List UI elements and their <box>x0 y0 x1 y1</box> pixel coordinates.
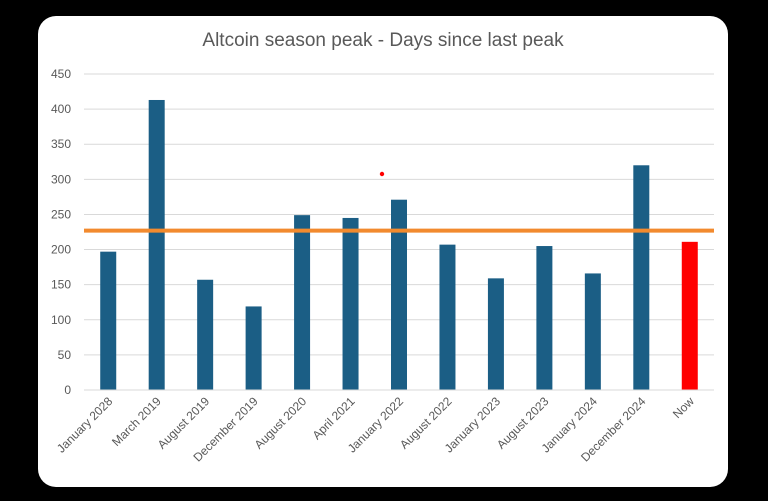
bar <box>245 306 262 390</box>
red-dot-marker <box>379 171 385 177</box>
bar <box>633 165 650 390</box>
y-tick-label: 200 <box>51 243 71 257</box>
x-tick-label: January 2028 <box>54 394 116 456</box>
y-tick-label: 250 <box>51 207 71 221</box>
x-tick-label: April 2021 <box>310 394 358 442</box>
bar <box>536 246 553 390</box>
bar <box>294 215 311 390</box>
y-tick-label: 150 <box>51 278 71 292</box>
bar <box>100 251 117 390</box>
y-tick-label: 50 <box>58 348 72 362</box>
bar <box>148 99 165 390</box>
y-tick-label: 400 <box>51 102 71 116</box>
y-tick-label: 450 <box>51 67 71 81</box>
bar <box>584 273 601 390</box>
y-tick-label: 300 <box>51 172 71 186</box>
y-tick-label: 350 <box>51 137 71 151</box>
bar-now <box>681 241 698 390</box>
chart-card: Altcoin season peak - Days since last pe… <box>38 16 728 487</box>
bar <box>342 217 359 390</box>
x-tick-label: August 2020 <box>252 394 310 452</box>
bar <box>487 278 504 390</box>
bar <box>391 199 407 390</box>
y-tick-label: 0 <box>64 383 71 397</box>
bar <box>197 279 214 390</box>
bar <box>439 244 456 390</box>
y-tick-label: 100 <box>51 313 71 327</box>
x-tick-label: Now <box>670 394 697 421</box>
chart-title: Altcoin season peak - Days since last pe… <box>202 30 564 51</box>
